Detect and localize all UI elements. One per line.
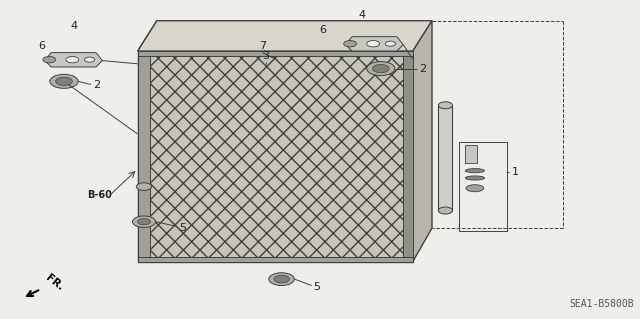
Circle shape <box>132 216 156 227</box>
Text: 6: 6 <box>320 26 326 35</box>
Ellipse shape <box>465 176 484 180</box>
Text: 3: 3 <box>262 51 269 61</box>
Text: SEA1-B5800B: SEA1-B5800B <box>569 300 634 309</box>
Circle shape <box>344 41 356 47</box>
Polygon shape <box>138 51 413 262</box>
Circle shape <box>43 56 56 63</box>
Text: FR.: FR. <box>27 272 65 296</box>
Text: 5: 5 <box>179 223 186 233</box>
Bar <box>459 142 507 231</box>
Polygon shape <box>413 21 432 262</box>
Circle shape <box>274 275 289 283</box>
Text: 1: 1 <box>512 167 519 177</box>
Circle shape <box>56 77 72 85</box>
Ellipse shape <box>465 169 484 173</box>
Text: 6: 6 <box>38 41 45 51</box>
Polygon shape <box>138 21 432 51</box>
Ellipse shape <box>438 207 452 214</box>
Circle shape <box>269 273 294 286</box>
Circle shape <box>50 74 78 88</box>
Text: 4: 4 <box>70 21 77 31</box>
Bar <box>438 105 452 211</box>
Text: 5: 5 <box>314 282 321 292</box>
Polygon shape <box>138 257 413 262</box>
Text: 2: 2 <box>419 63 426 74</box>
Ellipse shape <box>466 185 484 192</box>
Text: B-60: B-60 <box>87 190 111 200</box>
Text: 7: 7 <box>259 41 266 51</box>
Ellipse shape <box>438 102 452 109</box>
Circle shape <box>136 183 152 190</box>
Circle shape <box>367 41 380 47</box>
Circle shape <box>372 64 389 73</box>
Circle shape <box>138 219 150 225</box>
Polygon shape <box>45 53 102 67</box>
Circle shape <box>385 41 396 46</box>
Circle shape <box>367 62 395 76</box>
Text: 4: 4 <box>358 10 365 19</box>
Polygon shape <box>138 51 413 56</box>
Circle shape <box>84 57 95 62</box>
Text: 2: 2 <box>93 79 100 90</box>
Bar <box>465 145 477 163</box>
Circle shape <box>66 56 79 63</box>
Polygon shape <box>403 51 413 262</box>
Polygon shape <box>138 51 150 262</box>
Polygon shape <box>346 37 403 51</box>
